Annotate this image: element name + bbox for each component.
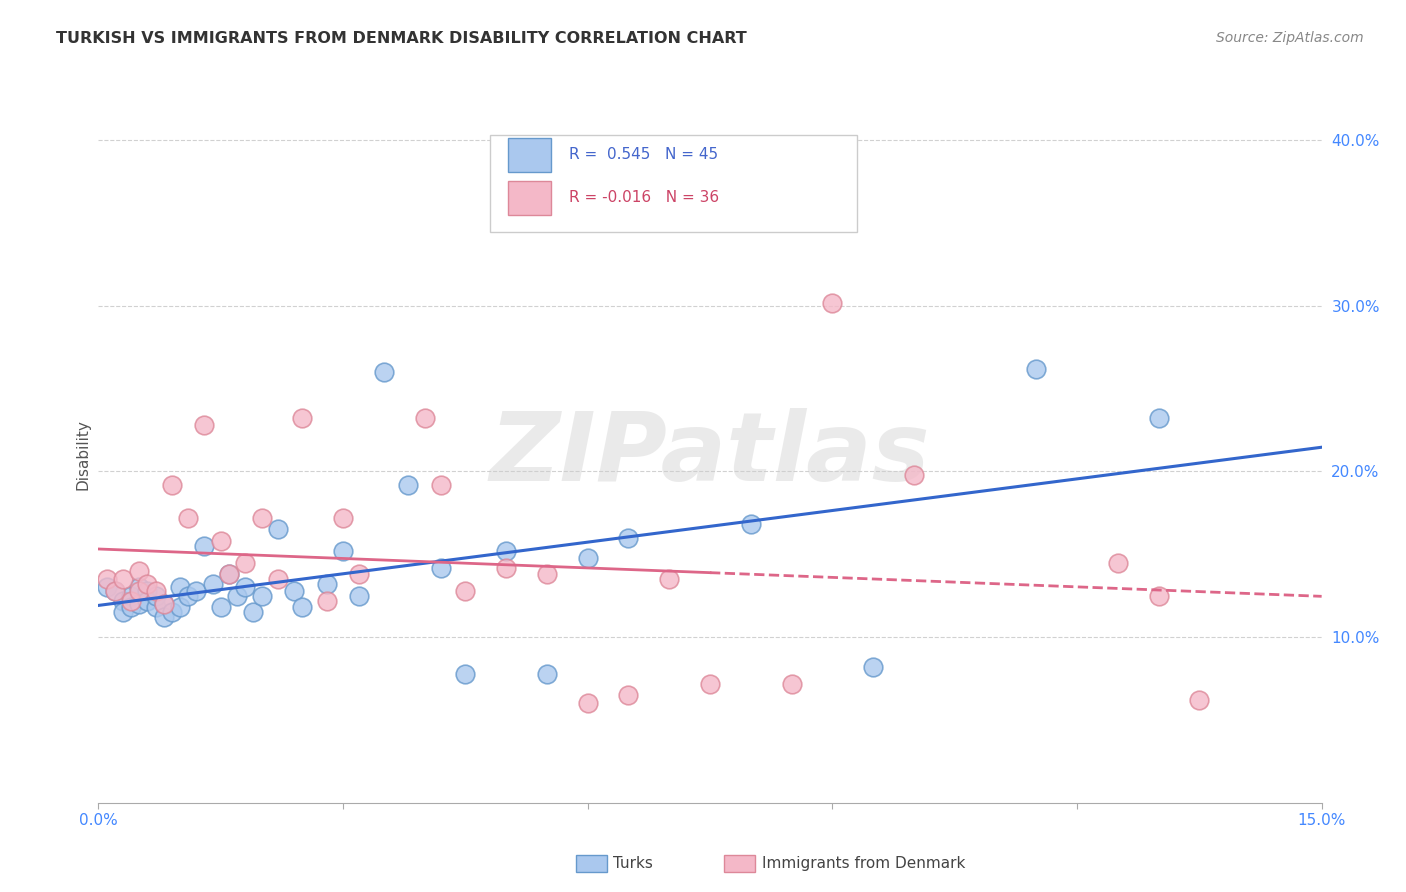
Point [136,593,159,607]
Point [699,676,721,690]
Point [104,583,127,598]
Text: ZIPatlas: ZIPatlas [489,409,931,501]
Point [903,467,925,482]
Point [218,567,240,582]
Point [136,583,159,598]
Point [495,560,517,574]
FancyBboxPatch shape [489,135,856,232]
Point [821,295,844,310]
Point [177,511,200,525]
Point [283,583,305,598]
Point [120,600,142,615]
Text: Turks: Turks [613,856,652,871]
Point [576,697,599,711]
Point [617,688,640,702]
Point [373,365,395,379]
Point [152,597,174,611]
Point [780,676,803,690]
Point [111,605,134,619]
Point [104,583,127,598]
Point [430,477,453,491]
Point [536,567,558,582]
Point [145,583,167,598]
Point [291,411,314,425]
FancyBboxPatch shape [508,181,551,215]
Point [1147,411,1170,425]
Point [128,581,150,595]
Point [120,593,142,607]
Point [349,567,371,582]
Point [160,477,183,491]
Point [233,556,256,570]
Point [430,560,453,574]
Point [186,583,208,598]
Point [209,534,232,549]
Point [96,572,118,586]
Point [218,567,240,582]
Point [617,531,640,545]
Y-axis label: Disability: Disability [75,419,90,491]
Point [201,577,224,591]
Point [1025,361,1047,376]
Point [193,539,215,553]
Text: R =  0.545   N = 45: R = 0.545 N = 45 [569,147,718,161]
Point [495,544,517,558]
Point [136,577,159,591]
Point [242,605,264,619]
Point [160,605,183,619]
Point [177,589,200,603]
Point [740,517,762,532]
Point [250,589,273,603]
Point [1188,693,1211,707]
Point [454,583,477,598]
Point [413,411,436,425]
Point [536,666,558,681]
Point [1107,556,1129,570]
Point [128,597,150,611]
Point [332,544,354,558]
FancyBboxPatch shape [508,137,551,172]
Point [332,511,354,525]
Point [120,589,142,603]
Text: TURKISH VS IMMIGRANTS FROM DENMARK DISABILITY CORRELATION CHART: TURKISH VS IMMIGRANTS FROM DENMARK DISAB… [56,31,747,46]
Point [250,511,273,525]
Point [145,589,167,603]
Point [454,666,477,681]
Point [128,583,150,598]
Point [862,660,884,674]
Point [267,572,290,586]
Point [169,581,191,595]
Point [111,593,134,607]
Point [1147,589,1170,603]
Point [658,572,681,586]
Point [396,477,419,491]
Point [349,589,371,603]
Text: Source: ZipAtlas.com: Source: ZipAtlas.com [1216,31,1364,45]
Point [128,564,150,578]
Point [291,600,314,615]
Point [226,589,249,603]
Point [96,581,118,595]
Point [111,572,134,586]
Point [267,523,290,537]
Text: Immigrants from Denmark: Immigrants from Denmark [762,856,966,871]
Point [209,600,232,615]
Point [315,577,337,591]
Point [576,550,599,565]
Point [145,600,167,615]
Point [233,581,256,595]
Text: R = -0.016   N = 36: R = -0.016 N = 36 [569,190,720,204]
Point [152,610,174,624]
Point [152,597,174,611]
Point [169,600,191,615]
Point [193,418,215,433]
Point [315,593,337,607]
